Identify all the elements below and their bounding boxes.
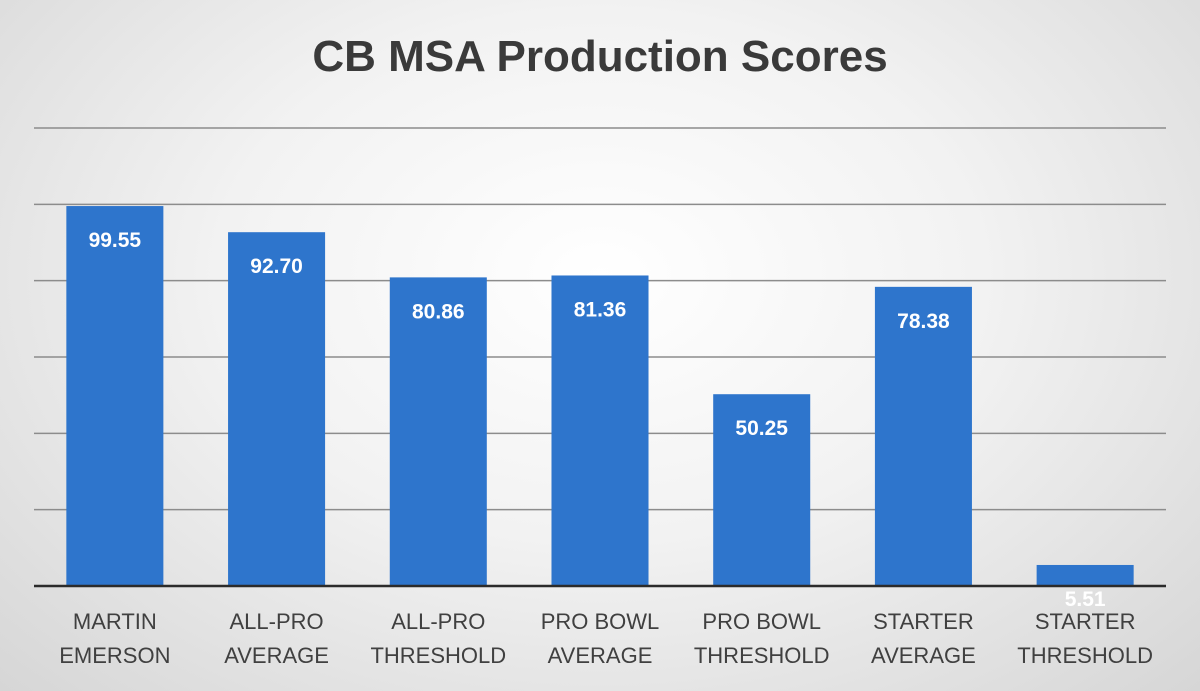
bar bbox=[389, 277, 487, 586]
data-label: 99.55 bbox=[89, 229, 142, 252]
category-label: AVERAGE bbox=[548, 643, 653, 668]
category-label: ALL-PRO bbox=[391, 609, 485, 634]
data-label: 5.51 bbox=[1065, 588, 1106, 611]
category-label: MARTIN bbox=[73, 609, 157, 634]
bar bbox=[551, 275, 649, 586]
bar bbox=[713, 394, 811, 586]
data-label: 92.70 bbox=[250, 255, 303, 278]
category-label: STARTER bbox=[873, 609, 974, 634]
category-label: THRESHOLD bbox=[370, 643, 506, 668]
category-label: ALL-PRO bbox=[229, 609, 323, 634]
category-label: STARTER bbox=[1035, 609, 1136, 634]
category-label: AVERAGE bbox=[871, 643, 976, 668]
bar bbox=[228, 232, 326, 586]
data-label: 50.25 bbox=[735, 417, 788, 440]
bar bbox=[66, 206, 164, 586]
data-label: 81.36 bbox=[574, 298, 627, 321]
bar bbox=[874, 286, 972, 586]
category-label: AVERAGE bbox=[224, 643, 329, 668]
category-label: PRO BOWL bbox=[541, 609, 660, 634]
category-label: THRESHOLD bbox=[694, 643, 830, 668]
category-label: THRESHOLD bbox=[1017, 643, 1153, 668]
category-label: EMERSON bbox=[59, 643, 170, 668]
category-label: PRO BOWL bbox=[702, 609, 821, 634]
data-label: 80.86 bbox=[412, 300, 465, 323]
bar bbox=[1036, 564, 1134, 586]
data-label: 78.38 bbox=[897, 310, 950, 333]
chart-title: CB MSA Production Scores bbox=[312, 32, 888, 81]
